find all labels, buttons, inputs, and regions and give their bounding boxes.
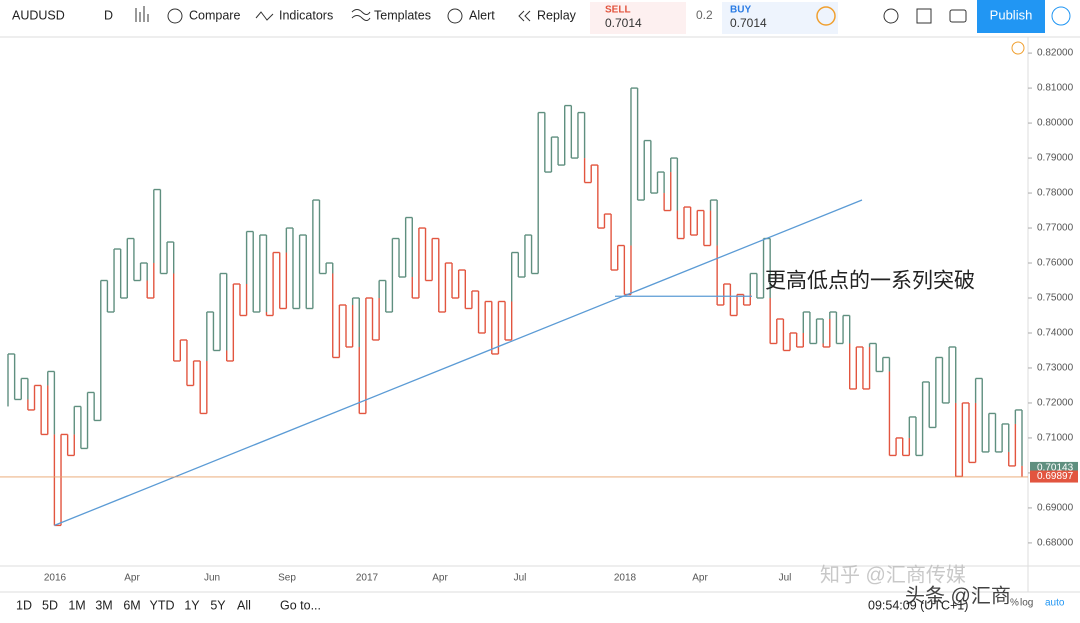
y-tick-label: 0.80000 xyxy=(1037,118,1074,129)
compare-icon[interactable] xyxy=(167,8,183,24)
publish-button[interactable] xyxy=(977,0,1045,33)
buy-label: BUY xyxy=(730,5,751,16)
log-toggle[interactable]: log xyxy=(1020,598,1033,609)
close-price-label: 0.69897 xyxy=(1037,471,1074,482)
play-icon[interactable] xyxy=(1051,6,1071,26)
range-button[interactable]: All xyxy=(237,598,251,612)
auto-toggle[interactable]: auto xyxy=(1045,598,1065,609)
x-tick-label: Apr xyxy=(432,573,448,584)
replay-icon[interactable] xyxy=(518,10,531,22)
compare[interactable]: Compare xyxy=(189,8,240,22)
x-tick-label: 2016 xyxy=(44,573,67,584)
y-tick-label: 0.82000 xyxy=(1037,48,1074,59)
x-tick-label: Apr xyxy=(124,573,140,584)
y-tick-label: 0.69000 xyxy=(1037,503,1074,514)
fullscreen-icon[interactable] xyxy=(916,8,932,24)
y-tick-label: 0.78000 xyxy=(1037,188,1074,199)
x-tick-label: Apr xyxy=(692,573,708,584)
y-tick-label: 0.81000 xyxy=(1037,83,1074,94)
info-icon[interactable] xyxy=(816,6,836,26)
range-button[interactable]: 3M xyxy=(95,598,112,612)
watermark: 头条 @汇商 xyxy=(905,584,1011,607)
range-button[interactable]: 6M xyxy=(123,598,140,612)
range-button[interactable]: 5D xyxy=(42,598,58,612)
indicators-icon[interactable] xyxy=(255,11,274,21)
watermark: 知乎 @汇商传媒 xyxy=(820,563,966,586)
x-tick-label: 2017 xyxy=(356,573,379,584)
buy-price: 0.7014 xyxy=(730,16,767,30)
x-tick-label: Jul xyxy=(779,573,792,584)
percent-toggle[interactable]: % xyxy=(1010,598,1019,609)
range-button[interactable]: 1Y xyxy=(184,598,200,612)
goto[interactable]: Go to... xyxy=(280,598,321,612)
toolbar xyxy=(0,0,1080,37)
annotation: 更高低点的一系列突破 xyxy=(765,270,975,293)
publish[interactable]: Publish xyxy=(990,7,1033,22)
range-button[interactable]: YTD xyxy=(150,598,175,612)
indicators[interactable]: Indicators xyxy=(279,8,333,22)
x-tick-label: 2018 xyxy=(614,573,637,584)
warning-icon xyxy=(1011,41,1025,55)
alert[interactable]: Alert xyxy=(469,8,495,22)
y-tick-label: 0.77000 xyxy=(1037,223,1074,234)
y-tick-label: 0.75000 xyxy=(1037,293,1074,304)
snapshot-icon[interactable] xyxy=(949,9,967,23)
symbol[interactable]: AUDUSD xyxy=(12,8,65,22)
settings-icon[interactable] xyxy=(883,8,899,24)
y-tick-label: 0.72000 xyxy=(1037,398,1074,409)
interval[interactable]: D xyxy=(104,8,113,22)
templates-icon[interactable] xyxy=(351,9,371,21)
y-tick-label: 0.79000 xyxy=(1037,153,1074,164)
alert-icon[interactable] xyxy=(447,8,463,24)
sell-price: 0.7014 xyxy=(605,16,642,30)
trendline xyxy=(54,199,863,527)
range-button[interactable]: 1D xyxy=(16,598,32,612)
close-price-box xyxy=(1030,470,1078,483)
y-tick-label: 0.74000 xyxy=(1037,328,1074,339)
x-tick-label: Sep xyxy=(278,573,296,584)
spread: 0.2 xyxy=(696,8,713,22)
clock: 09:54:09 (UTC+1) xyxy=(868,598,968,612)
templates[interactable]: Templates xyxy=(374,8,431,22)
chart-type-icon[interactable] xyxy=(135,6,149,22)
sell-box[interactable] xyxy=(590,2,686,34)
y-tick-label: 0.73000 xyxy=(1037,363,1074,374)
sell-label: SELL xyxy=(605,5,631,16)
y-tick-label: 0.71000 xyxy=(1037,433,1074,444)
y-tick-label: 0.68000 xyxy=(1037,538,1074,549)
range-button[interactable]: 5Y xyxy=(210,598,226,612)
y-tick-label: 0.76000 xyxy=(1037,258,1074,269)
replay[interactable]: Replay xyxy=(537,8,577,22)
last-price-label: 0.70143 xyxy=(1037,463,1074,474)
buy-box[interactable] xyxy=(722,2,838,34)
x-tick-label: Jun xyxy=(204,573,220,584)
range-button[interactable]: 1M xyxy=(68,598,85,612)
x-tick-label: Jul xyxy=(514,573,527,584)
